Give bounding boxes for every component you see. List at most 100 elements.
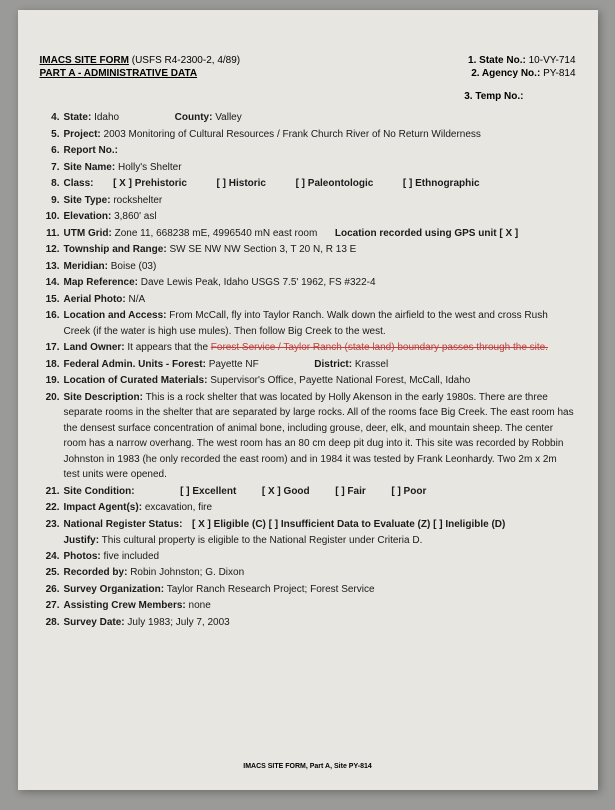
elevation-label: Elevation: bbox=[64, 211, 112, 222]
recordedby-label: Recorded by: bbox=[64, 567, 128, 578]
num-15: 15. bbox=[40, 292, 60, 308]
field-23-justify: Justify: This cultural property is eligi… bbox=[64, 533, 576, 549]
field-5: 5. Project: 2003 Monitoring of Cultural … bbox=[40, 127, 576, 143]
field-7: 7. Site Name: Holly's Shelter bbox=[40, 160, 576, 176]
num-28: 28. bbox=[40, 615, 60, 631]
justify-label: Justify: bbox=[64, 535, 100, 546]
field-27: 27. Assisting Crew Members: none bbox=[40, 598, 576, 614]
class-historic: [ ] Historic bbox=[217, 178, 266, 189]
meridian-val: Boise (03) bbox=[111, 261, 157, 272]
num-16: 16. bbox=[40, 308, 60, 339]
impact-label: Impact Agent(s): bbox=[64, 502, 143, 513]
field-26: 26. Survey Organization: Taylor Ranch Re… bbox=[40, 582, 576, 598]
curated-label: Location of Curated Materials: bbox=[64, 375, 208, 386]
township-label: Township and Range: bbox=[64, 244, 167, 255]
field-20: 20. Site Description: This is a rock she… bbox=[40, 390, 576, 483]
field-10: 10. Elevation: 3,860' asl bbox=[40, 209, 576, 225]
class-label: Class: bbox=[64, 178, 94, 189]
state-val: Idaho bbox=[94, 112, 119, 123]
field-15: 15. Aerial Photo: N/A bbox=[40, 292, 576, 308]
field-8: 8. Class: [ X ] Prehistoric [ ] Historic… bbox=[40, 176, 576, 192]
landowner-pre: It appears that the bbox=[127, 342, 210, 353]
project-label: Project: bbox=[64, 129, 101, 140]
num-5: 5. bbox=[40, 127, 60, 143]
forest-label: Federal Admin. Units - Forest: bbox=[64, 359, 206, 370]
num-13: 13. bbox=[40, 259, 60, 275]
num-4: 4. bbox=[40, 110, 60, 126]
crew-val: none bbox=[189, 600, 211, 611]
township-val: SW SE NW NW Section 3, T 20 N, R 13 E bbox=[169, 244, 356, 255]
num-20: 20. bbox=[40, 390, 60, 483]
landowner-strike: Forest Service / Taylor Ranch (state lan… bbox=[211, 342, 548, 353]
cond-good: [ X ] Good bbox=[262, 486, 310, 497]
district-label: District: bbox=[314, 359, 352, 370]
num-19: 19. bbox=[40, 373, 60, 389]
header-row-2: PART A - ADMINISTRATIVE DATA 2. Agency N… bbox=[40, 68, 576, 89]
meridian-label: Meridian: bbox=[64, 261, 108, 272]
aerial-val: N/A bbox=[129, 294, 146, 305]
field-9: 9. Site Type: rockshelter bbox=[40, 193, 576, 209]
num-14: 14. bbox=[40, 275, 60, 291]
field-11: 11. UTM Grid: Zone 11, 668238 mE, 499654… bbox=[40, 226, 576, 242]
location-label: Location and Access: bbox=[64, 310, 167, 321]
condition-label: Site Condition: bbox=[64, 486, 135, 497]
num-18: 18. bbox=[40, 357, 60, 373]
part-a-title: PART A - ADMINISTRATIVE DATA bbox=[40, 68, 198, 79]
photos-val: five included bbox=[104, 551, 160, 562]
landowner-label: Land Owner: bbox=[64, 342, 125, 353]
header-row-3: 3. Temp No.: bbox=[40, 91, 576, 102]
field-13: 13. Meridian: Boise (03) bbox=[40, 259, 576, 275]
num-8: 8. bbox=[40, 176, 60, 192]
field-14: 14. Map Reference: Dave Lewis Peak, Idah… bbox=[40, 275, 576, 291]
form-title: IMACS SITE FORM (USFS R4-2300-2, 4/89) bbox=[40, 55, 241, 66]
project-val: 2003 Monitoring of Cultural Resources / … bbox=[104, 129, 481, 140]
num-12: 12. bbox=[40, 242, 60, 258]
surveyorg-label: Survey Organization: bbox=[64, 584, 165, 595]
sitename-val: Holly's Shelter bbox=[118, 162, 182, 173]
sitedesc-label: Site Description: bbox=[64, 392, 143, 403]
field-28: 28. Survey Date: July 1983; July 7, 2003 bbox=[40, 615, 576, 631]
num-23: 23. bbox=[40, 517, 60, 533]
field-17: 17. Land Owner: It appears that the Fore… bbox=[40, 340, 576, 356]
cond-excellent: [ ] Excellent bbox=[180, 486, 236, 497]
class-prehistoric: [ X ] Prehistoric bbox=[113, 178, 187, 189]
curated-val: Supervisor's Office, Payette National Fo… bbox=[210, 375, 470, 386]
county-label: County: bbox=[175, 112, 213, 123]
temp-no-label: 3. Temp No.: bbox=[464, 91, 523, 102]
sitetype-label: Site Type: bbox=[64, 195, 111, 206]
gps-label: Location recorded using GPS unit [ X ] bbox=[335, 228, 518, 239]
field-4: 4. State: Idaho County: Valley bbox=[40, 110, 576, 126]
num-25: 25. bbox=[40, 565, 60, 581]
state-no: 1. State No.: 10-VY-714 bbox=[468, 55, 575, 66]
sitetype-val: rockshelter bbox=[113, 195, 162, 206]
title-paren: (USFS R4-2300-2, 4/89) bbox=[132, 55, 240, 66]
state-no-label: 1. State No.: bbox=[468, 55, 526, 66]
class-ethnographic: [ ] Ethnographic bbox=[403, 178, 480, 189]
justify-val: This cultural property is eligible to th… bbox=[102, 535, 423, 546]
num-7: 7. bbox=[40, 160, 60, 176]
num-11: 11. bbox=[40, 226, 60, 242]
header-row-1: IMACS SITE FORM (USFS R4-2300-2, 4/89) 1… bbox=[40, 55, 576, 66]
mapref-label: Map Reference: bbox=[64, 277, 138, 288]
document-page: IMACS SITE FORM (USFS R4-2300-2, 4/89) 1… bbox=[18, 10, 598, 790]
nrstatus-label: National Register Status: bbox=[64, 519, 183, 530]
page-footer: IMACS SITE FORM, Part A, Site PY-814 bbox=[18, 763, 598, 770]
utm-val: Zone 11, 668238 mE, 4996540 mN east room bbox=[115, 228, 318, 239]
num-17: 17. bbox=[40, 340, 60, 356]
num-26: 26. bbox=[40, 582, 60, 598]
agency-no-val: PY-814 bbox=[543, 68, 575, 79]
cond-fair: [ ] Fair bbox=[335, 486, 366, 497]
forest-val: Payette NF bbox=[209, 359, 259, 370]
mapref-val: Dave Lewis Peak, Idaho USGS 7.5' 1962, F… bbox=[141, 277, 376, 288]
surveydate-label: Survey Date: bbox=[64, 617, 125, 628]
agency-no: 2. Agency No.: PY-814 bbox=[471, 68, 575, 89]
surveydate-val: July 1983; July 7, 2003 bbox=[127, 617, 229, 628]
aerial-label: Aerial Photo: bbox=[64, 294, 126, 305]
district-val: Krassel bbox=[355, 359, 388, 370]
num-27: 27. bbox=[40, 598, 60, 614]
county-val: Valley bbox=[215, 112, 242, 123]
field-23: 23. National Register Status: [ X ] Elig… bbox=[40, 517, 576, 533]
temp-no: 3. Temp No.: bbox=[464, 91, 575, 102]
fields-container: 4. State: Idaho County: Valley 5. Projec… bbox=[40, 110, 576, 630]
sitedesc-val: This is a rock shelter that was located … bbox=[64, 392, 574, 481]
